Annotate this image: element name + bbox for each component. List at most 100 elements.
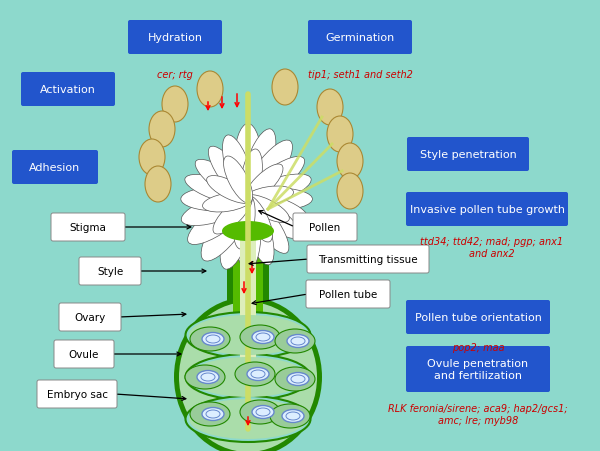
Text: Embryo sac: Embryo sac xyxy=(47,389,107,399)
Ellipse shape xyxy=(242,194,289,254)
Ellipse shape xyxy=(241,129,276,206)
Text: Pollen: Pollen xyxy=(310,222,341,232)
Ellipse shape xyxy=(181,193,254,226)
Ellipse shape xyxy=(195,160,253,205)
Text: Ovule: Ovule xyxy=(69,349,99,359)
Ellipse shape xyxy=(244,187,293,206)
Ellipse shape xyxy=(242,141,292,206)
Ellipse shape xyxy=(242,193,308,223)
Ellipse shape xyxy=(197,371,219,384)
Text: RLK feronia/sirene; aca9; hap2/gcs1;
amc; lre; myb98: RLK feronia/sirene; aca9; hap2/gcs1; amc… xyxy=(388,403,568,425)
Text: ttd34; ttd42; mad; pgp; anx1
and anx2: ttd34; ttd42; mad; pgp; anx1 and anx2 xyxy=(421,236,563,258)
Ellipse shape xyxy=(247,368,269,381)
Text: Hydration: Hydration xyxy=(148,33,203,43)
Text: Style: Style xyxy=(97,267,123,276)
Ellipse shape xyxy=(242,175,311,206)
FancyBboxPatch shape xyxy=(51,213,125,241)
Ellipse shape xyxy=(327,117,353,152)
Ellipse shape xyxy=(213,195,252,235)
Text: Ovary: Ovary xyxy=(74,312,106,322)
Ellipse shape xyxy=(275,367,315,391)
FancyBboxPatch shape xyxy=(240,236,256,358)
Ellipse shape xyxy=(275,329,315,353)
Text: Pollen tube: Pollen tube xyxy=(319,290,377,299)
Ellipse shape xyxy=(241,150,262,204)
Ellipse shape xyxy=(287,335,309,348)
Ellipse shape xyxy=(220,193,255,270)
Ellipse shape xyxy=(190,402,230,426)
Text: Style penetration: Style penetration xyxy=(419,150,517,160)
Ellipse shape xyxy=(189,315,307,355)
Ellipse shape xyxy=(337,174,363,210)
Ellipse shape xyxy=(197,72,223,108)
FancyBboxPatch shape xyxy=(21,73,115,107)
Ellipse shape xyxy=(235,193,261,271)
FancyBboxPatch shape xyxy=(79,258,141,285)
Ellipse shape xyxy=(206,176,252,204)
Ellipse shape xyxy=(233,195,255,249)
Ellipse shape xyxy=(240,325,280,349)
Ellipse shape xyxy=(242,157,305,205)
Text: Adhesion: Adhesion xyxy=(29,163,80,173)
Ellipse shape xyxy=(189,399,307,439)
Ellipse shape xyxy=(270,404,310,428)
Ellipse shape xyxy=(203,193,252,212)
Ellipse shape xyxy=(185,312,311,358)
Ellipse shape xyxy=(242,189,313,211)
FancyBboxPatch shape xyxy=(59,304,121,331)
Ellipse shape xyxy=(282,410,304,423)
FancyBboxPatch shape xyxy=(407,138,529,172)
Ellipse shape xyxy=(317,90,343,126)
Text: Ovule penetration
and fertilization: Ovule penetration and fertilization xyxy=(427,359,529,380)
Ellipse shape xyxy=(244,195,289,223)
FancyBboxPatch shape xyxy=(233,235,263,363)
Text: Stigma: Stigma xyxy=(70,222,106,232)
FancyBboxPatch shape xyxy=(406,193,568,226)
FancyBboxPatch shape xyxy=(406,300,550,334)
FancyBboxPatch shape xyxy=(12,151,98,184)
FancyBboxPatch shape xyxy=(37,380,117,408)
Ellipse shape xyxy=(243,194,301,239)
Text: Invasive pollen tube growth: Invasive pollen tube growth xyxy=(410,205,565,215)
Ellipse shape xyxy=(223,136,254,205)
Ellipse shape xyxy=(241,193,274,265)
Ellipse shape xyxy=(218,217,278,245)
Ellipse shape xyxy=(190,327,230,351)
Text: Activation: Activation xyxy=(40,85,96,95)
Ellipse shape xyxy=(189,357,307,397)
Text: Germination: Germination xyxy=(325,33,395,43)
Ellipse shape xyxy=(244,165,283,204)
Ellipse shape xyxy=(208,147,253,205)
Ellipse shape xyxy=(185,365,225,389)
Ellipse shape xyxy=(185,175,254,206)
FancyBboxPatch shape xyxy=(406,346,550,392)
Text: pop2; maa: pop2; maa xyxy=(452,342,505,352)
Ellipse shape xyxy=(240,400,280,424)
Ellipse shape xyxy=(185,396,311,442)
FancyBboxPatch shape xyxy=(54,340,114,368)
Ellipse shape xyxy=(272,70,298,106)
FancyBboxPatch shape xyxy=(293,213,357,241)
FancyBboxPatch shape xyxy=(306,281,390,308)
Ellipse shape xyxy=(188,193,254,245)
Ellipse shape xyxy=(139,140,165,175)
Ellipse shape xyxy=(162,87,188,123)
FancyBboxPatch shape xyxy=(307,245,429,273)
Text: Transmitting tissue: Transmitting tissue xyxy=(318,254,418,264)
Ellipse shape xyxy=(222,221,274,241)
Ellipse shape xyxy=(235,362,275,386)
Ellipse shape xyxy=(224,156,253,204)
Ellipse shape xyxy=(185,354,311,400)
Ellipse shape xyxy=(202,333,224,346)
Ellipse shape xyxy=(174,297,322,451)
Text: Pollen tube orientation: Pollen tube orientation xyxy=(415,312,541,322)
Ellipse shape xyxy=(145,166,171,202)
Text: cer; rtg: cer; rtg xyxy=(157,70,193,80)
Ellipse shape xyxy=(337,144,363,179)
FancyBboxPatch shape xyxy=(308,21,412,55)
Ellipse shape xyxy=(181,188,254,212)
Ellipse shape xyxy=(179,302,317,451)
Ellipse shape xyxy=(202,408,224,421)
Ellipse shape xyxy=(252,331,274,344)
Ellipse shape xyxy=(287,373,309,386)
